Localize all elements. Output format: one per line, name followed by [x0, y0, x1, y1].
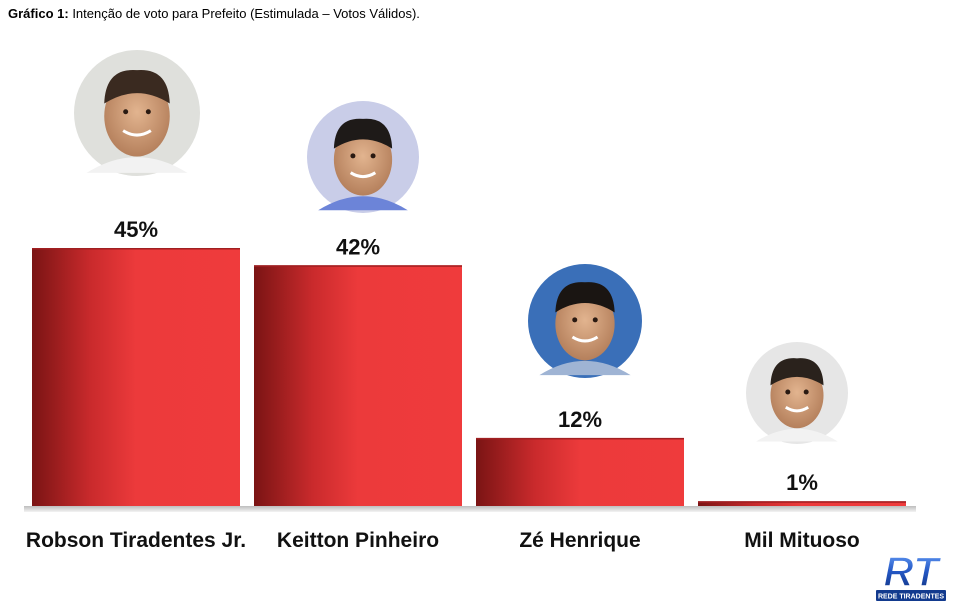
caption-prefix: Gráfico 1:	[8, 6, 69, 21]
candidate-photo-3	[528, 264, 642, 378]
x-axis-baseline	[24, 506, 916, 512]
bar-3	[476, 437, 684, 507]
bar-4	[698, 501, 906, 507]
candidate-photo-4	[746, 342, 848, 444]
value-label-2: 42%	[336, 234, 380, 259]
logo-subtext: REDE TIRADENTES	[878, 594, 944, 601]
caption-text: Intenção de voto para Prefeito (Estimula…	[72, 6, 420, 21]
category-label-4: Mil Mituoso	[744, 529, 859, 552]
category-label-1: Robson Tiradentes Jr.	[26, 529, 246, 552]
value-label-4: 1%	[786, 470, 818, 495]
chart-caption: Gráfico 1: Intenção de voto para Prefeit…	[8, 6, 420, 21]
bar-1	[32, 248, 240, 507]
candidate-photos	[74, 50, 848, 444]
value-labels: 45% 42% 12% 1%	[114, 217, 818, 495]
rede-tiradentes-logo: RT REDE TIRADENTES	[876, 547, 946, 601]
bars-group	[32, 248, 906, 507]
bar-2	[254, 265, 462, 507]
category-labels: Robson Tiradentes Jr. Keitton Pinheiro Zé …	[26, 529, 860, 552]
value-label-1: 45%	[114, 217, 158, 242]
logo-letters: RT	[883, 548, 942, 595]
category-label-2: Keitton Pinheiro	[277, 529, 439, 552]
candidate-photo-2	[307, 101, 419, 213]
category-label-3: Zé Henrique	[519, 529, 640, 552]
candidate-photo-1	[74, 50, 200, 176]
value-label-3: 12%	[558, 407, 602, 432]
